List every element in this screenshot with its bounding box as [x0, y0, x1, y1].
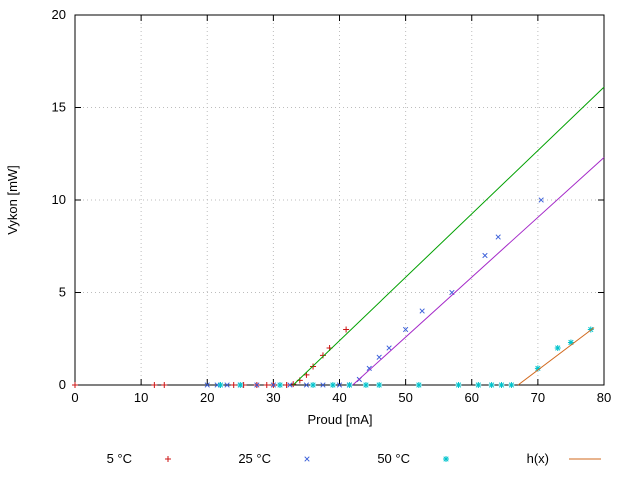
- x-tick-label: 80: [597, 390, 611, 405]
- line-hx: [517, 327, 595, 386]
- data-series: [72, 86, 605, 388]
- grid-lines: [74, 14, 605, 386]
- data-point: [554, 345, 561, 351]
- legend-marker: [443, 456, 449, 462]
- data-point: [376, 382, 383, 388]
- data-point: [320, 382, 326, 388]
- data-point: [508, 382, 515, 388]
- data-point: [415, 382, 422, 388]
- data-point: [419, 308, 425, 314]
- data-point: [386, 345, 392, 351]
- data-point: [482, 252, 488, 259]
- x-tick-label: 50: [398, 390, 412, 405]
- legend-marker: [304, 456, 310, 462]
- data-point: [376, 354, 382, 360]
- legend-marker: [165, 456, 171, 462]
- data-point: [402, 326, 409, 333]
- data-point: [329, 382, 336, 388]
- data-point: [283, 382, 290, 388]
- data-point: [270, 382, 277, 388]
- fit-line-5c: [292, 86, 605, 386]
- line-hx-line: [517, 327, 595, 386]
- points-50c: [217, 326, 594, 388]
- data-point: [204, 382, 210, 388]
- x-tick-label: 20: [200, 390, 214, 405]
- data-point: [567, 339, 574, 346]
- x-axis-title: Proud [mA]: [307, 412, 372, 427]
- data-point: [475, 382, 482, 388]
- data-point: [276, 382, 283, 388]
- y-axis-title: Vykon [mW]: [5, 165, 20, 235]
- y-tick-label: 10: [52, 192, 66, 207]
- data-point: [254, 382, 260, 388]
- legend-label: 5 °C: [107, 451, 132, 466]
- fit-line-5c-line: [292, 86, 605, 386]
- data-point: [498, 382, 505, 388]
- data-point: [488, 382, 495, 388]
- legend: 5 °C 25 °C 50 °C h(x): [107, 451, 601, 466]
- data-point: [534, 365, 541, 372]
- fit-line-25c: [352, 157, 605, 386]
- y-tick-label: 5: [59, 285, 66, 300]
- x-tick-label: 10: [134, 390, 148, 405]
- legend-label: 25 °C: [238, 451, 271, 466]
- data-point: [237, 382, 244, 388]
- x-tick-label: 70: [531, 390, 545, 405]
- data-point: [151, 382, 158, 388]
- x-tick-label: 60: [465, 390, 479, 405]
- y-tick-label: 0: [59, 377, 66, 392]
- data-point: [72, 382, 78, 388]
- data-point: [538, 197, 544, 203]
- y-tick-label: 20: [52, 7, 66, 22]
- data-point: [336, 382, 343, 388]
- data-point: [161, 382, 168, 388]
- y-tick-label: 15: [52, 100, 66, 115]
- data-point: [287, 382, 293, 388]
- x-tick-label: 0: [71, 390, 78, 405]
- legend-label: 50 °C: [377, 451, 410, 466]
- legend-label: h(x): [527, 451, 549, 466]
- data-point: [495, 234, 501, 240]
- data-point: [362, 382, 369, 388]
- data-point: [263, 382, 270, 388]
- data-point: [587, 326, 594, 333]
- x-tick-label: 30: [266, 390, 280, 405]
- data-point: [319, 352, 326, 359]
- x-tick-label: 40: [332, 390, 346, 405]
- data-point: [366, 365, 372, 372]
- data-point: [343, 326, 350, 333]
- data-point: [455, 382, 462, 388]
- data-point: [224, 382, 230, 388]
- data-point: [346, 382, 353, 388]
- data-point: [303, 382, 310, 388]
- tick-labels: 0 10 20 30 40 50 60 70 80 0 5 10 15 20: [52, 7, 612, 405]
- data-point: [217, 382, 224, 388]
- points-5c: [72, 326, 350, 388]
- data-point: [230, 382, 237, 388]
- data-point: [310, 382, 317, 388]
- fit-line-25c-line: [352, 157, 605, 386]
